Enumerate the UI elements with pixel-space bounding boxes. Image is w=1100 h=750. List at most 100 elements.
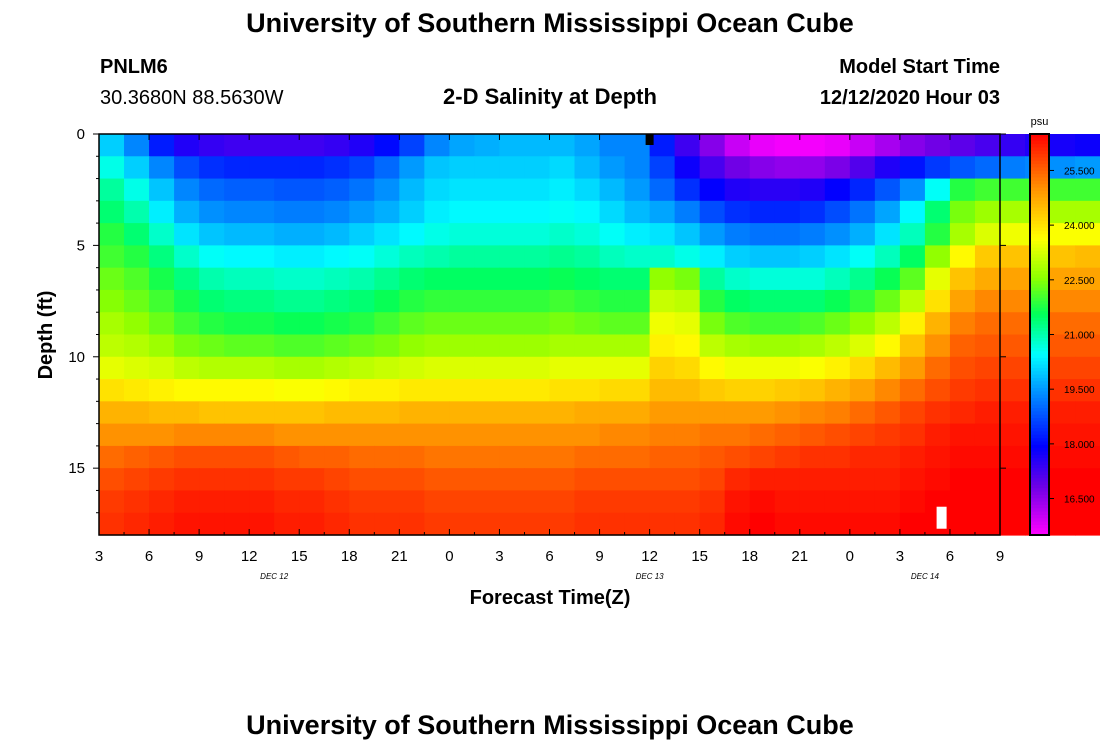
heatmap-cell xyxy=(224,490,250,514)
heatmap-cell xyxy=(874,334,901,358)
heatmap-cell xyxy=(624,445,651,469)
heatmap-cell xyxy=(99,223,125,246)
heatmap-cell xyxy=(524,245,551,269)
heatmap-cell xyxy=(349,490,375,514)
heatmap-cell xyxy=(199,289,225,313)
heatmap-cell xyxy=(674,468,701,492)
heatmap-cell xyxy=(824,223,851,246)
colorbar-swatch xyxy=(1030,291,1049,295)
heatmap-cell xyxy=(549,223,576,246)
heatmap-cell xyxy=(199,379,225,402)
heatmap-cell xyxy=(724,401,751,425)
heatmap-cell xyxy=(824,401,851,425)
heatmap-cell xyxy=(99,468,125,492)
heatmap-cell xyxy=(1075,379,1100,402)
heatmap-cell xyxy=(574,401,601,425)
x-tick-label: 6 xyxy=(946,548,954,565)
heatmap-cell xyxy=(1000,289,1026,313)
heatmap-cell xyxy=(349,334,375,358)
heatmap-cell xyxy=(149,490,175,514)
heatmap-cell xyxy=(849,267,876,291)
heatmap-cell xyxy=(974,490,1001,514)
heatmap-cell xyxy=(199,512,225,536)
heatmap-cell xyxy=(199,334,225,358)
y-tick-label: 10 xyxy=(68,349,85,366)
colorbar-swatch xyxy=(1030,511,1049,516)
heatmap-cell xyxy=(124,401,150,425)
heatmap-cell xyxy=(599,134,626,157)
heatmap-cell xyxy=(1000,401,1026,425)
colorbar-swatch xyxy=(1030,404,1049,409)
heatmap-cell xyxy=(749,312,776,336)
heatmap-cell xyxy=(924,267,951,291)
colorbar-swatch xyxy=(1030,217,1049,222)
heatmap-cell xyxy=(324,401,350,425)
chart-title: 2-D Salinity at Depth xyxy=(443,84,657,109)
colorbar-swatch xyxy=(1030,394,1049,399)
heatmap-cell xyxy=(324,334,350,358)
heatmap-cell xyxy=(699,512,726,536)
heatmap-cell xyxy=(949,334,976,358)
heatmap-cell xyxy=(824,423,851,447)
heatmap-cell xyxy=(724,445,751,469)
y-axis-label: Depth (ft) xyxy=(35,291,57,380)
heatmap-cell xyxy=(299,468,325,492)
heatmap-cell xyxy=(149,356,175,380)
heatmap-cell xyxy=(399,312,425,336)
heatmap-cell xyxy=(249,445,275,469)
colorbar-swatch xyxy=(1030,301,1049,305)
heatmap-cell xyxy=(524,200,551,224)
heatmap-cell xyxy=(899,490,926,514)
heatmap-cell xyxy=(1000,312,1026,336)
colorbar-tick-label: 16.500 xyxy=(1064,495,1095,506)
heatmap-cell xyxy=(849,334,876,358)
colorbar-swatch xyxy=(1030,140,1049,145)
colorbar-swatch xyxy=(1030,307,1049,312)
heatmap-cell xyxy=(249,267,275,291)
heatmap-cell xyxy=(274,134,300,157)
heatmap-cell xyxy=(549,379,576,402)
heatmap-cell xyxy=(424,356,450,380)
heatmap-cell xyxy=(299,156,325,180)
colorbar-swatch xyxy=(1030,204,1049,209)
heatmap-cell xyxy=(299,245,325,269)
heatmap-cell xyxy=(524,312,551,336)
heatmap-cell xyxy=(599,379,626,402)
heatmap-cell xyxy=(824,512,851,536)
heatmap-cell xyxy=(299,267,325,291)
y-axis: 0 5 10 15 xyxy=(68,126,1006,514)
heatmap-cell xyxy=(774,512,801,536)
heatmap-cell xyxy=(374,267,400,291)
colorbar-swatch xyxy=(1030,451,1049,456)
heatmap-cell xyxy=(124,267,150,291)
heatmap-cell xyxy=(374,134,400,157)
colorbar-swatch xyxy=(1030,314,1049,319)
heatmap-cell xyxy=(749,200,776,224)
heatmap-cell xyxy=(274,334,300,358)
heatmap-cell xyxy=(274,379,300,402)
heatmap-cell xyxy=(349,134,375,157)
heatmap-cell xyxy=(749,245,776,269)
colorbar-swatch xyxy=(1030,154,1049,158)
heatmap-cell xyxy=(174,468,200,492)
heatmap-cell xyxy=(524,468,551,492)
heatmap-cell xyxy=(299,334,325,358)
heatmap-cell xyxy=(199,468,225,492)
heatmap-cell xyxy=(724,356,751,380)
heatmap-cell xyxy=(874,134,901,157)
heatmap-cell xyxy=(99,134,125,157)
heatmap-cell xyxy=(1000,267,1026,291)
heatmap-cell xyxy=(1075,178,1100,202)
heatmap-cell xyxy=(549,134,576,157)
heatmap-cell xyxy=(124,379,150,402)
heatmap-cell xyxy=(399,423,425,447)
date-label: DEC 14 xyxy=(911,572,940,581)
colorbar-swatch xyxy=(1030,297,1049,302)
heatmap-cell xyxy=(474,267,501,291)
colorbar-swatch xyxy=(1030,214,1049,219)
heatmap-cell xyxy=(824,178,851,202)
heatmap-cell xyxy=(1000,379,1026,402)
heatmap-cell xyxy=(449,356,476,380)
heatmap-cell xyxy=(549,267,576,291)
